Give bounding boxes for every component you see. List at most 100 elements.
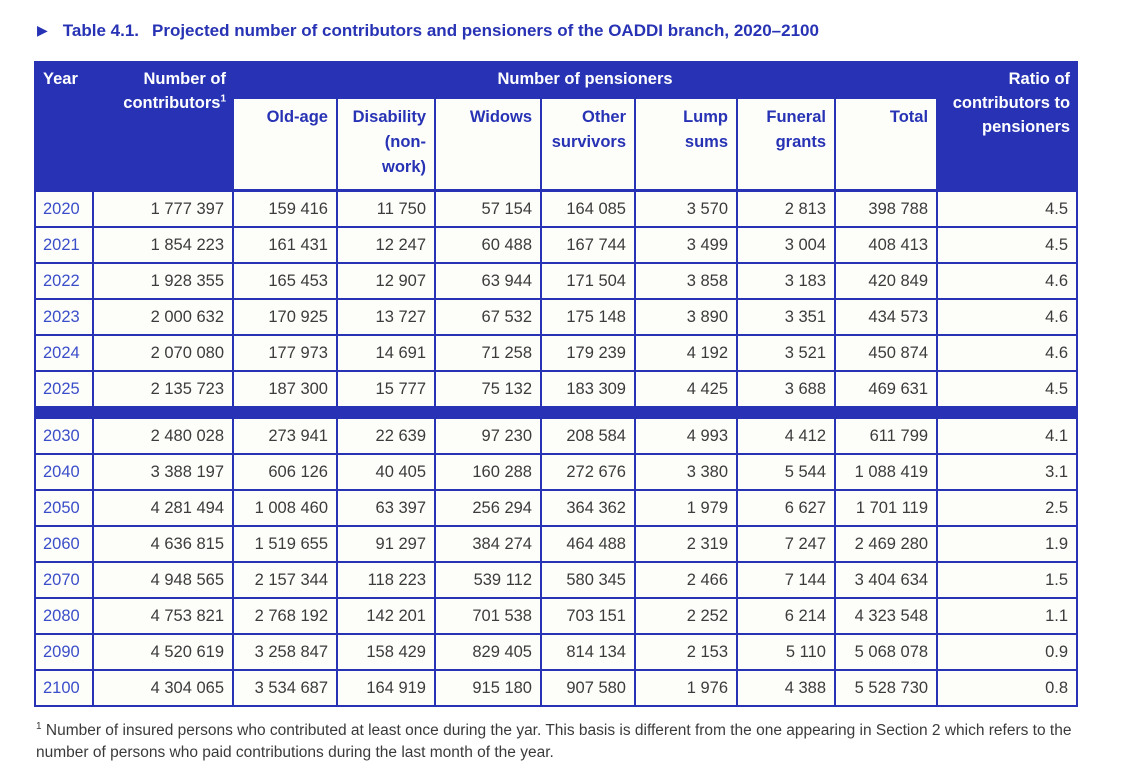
- value-cell: 5 110: [736, 633, 836, 671]
- value-cell: 364 362: [540, 489, 636, 527]
- header-contributors-label: Number of contributors: [123, 70, 226, 112]
- value-cell: 4 520 619: [92, 633, 234, 671]
- ratio-value-cell: 0.8: [936, 669, 1079, 707]
- value-cell: 5 544: [736, 453, 836, 491]
- value-cell: 60 488: [434, 226, 542, 264]
- value-cell: 22 639: [336, 417, 436, 455]
- year-cell: 2090: [34, 633, 94, 671]
- value-cell: 3 890: [634, 298, 738, 336]
- value-cell: 814 134: [540, 633, 636, 671]
- year-cell: 2023: [34, 298, 94, 336]
- value-cell: 75 132: [434, 370, 542, 408]
- table-row: 2040 3 388 197 606 126 40 405 160 288 272 676…: [34, 453, 1079, 491]
- value-cell: 118 223: [336, 561, 436, 599]
- value-cell: 3 521: [736, 334, 836, 372]
- header-subcolumns-row: Old-age Disability (non-work) Widows Oth…: [35, 97, 1077, 192]
- value-cell: 12 247: [336, 226, 436, 264]
- header-ratio: Ratio of contributors to pensioners: [936, 61, 1079, 192]
- table-row: 2050 4 281 494 1 008 460 63 397 256 294 364 3…: [34, 489, 1079, 527]
- table-row: 2080 4 753 821 2 768 192 142 201 701 538 703 …: [34, 597, 1079, 635]
- year-cell: 2021: [34, 226, 94, 264]
- value-cell: 539 112: [434, 561, 542, 599]
- value-cell: 3 380: [634, 453, 738, 491]
- value-cell: 2 153: [634, 633, 738, 671]
- value-cell: 3 688: [736, 370, 836, 408]
- value-cell: 171 504: [540, 262, 636, 300]
- header-lump-sums: Lump sums: [634, 97, 738, 192]
- table-row: 2023 2 000 632 170 925 13 727 67 532 175 148 3…: [34, 298, 1079, 336]
- value-cell: 3 404 634: [833, 561, 939, 599]
- value-cell: 14 691: [336, 334, 436, 372]
- value-cell: 167 744: [540, 226, 636, 264]
- header-contributors: Number of contributors1: [92, 61, 234, 192]
- value-cell: 63 397: [336, 489, 436, 527]
- footnote-text: Number of insured persons who contribute…: [36, 722, 1072, 762]
- table-row: 2025 2 135 723 187 300 15 777 75 132 183 309 4…: [34, 370, 1079, 408]
- value-cell: 915 180: [434, 669, 542, 707]
- year-cell: 2024: [34, 334, 94, 372]
- value-cell: 703 151: [540, 597, 636, 635]
- value-cell: 164 085: [540, 189, 636, 228]
- table-title-text: Projected number of contributors and pen…: [152, 21, 819, 40]
- value-cell: 384 274: [434, 525, 542, 563]
- ratio-value-cell: 1.1: [936, 597, 1079, 635]
- value-cell: 158 429: [336, 633, 436, 671]
- table-row: 2070 4 948 565 2 157 344 118 223 539 112 580 …: [34, 561, 1079, 599]
- table-row: 2020 1 777 397 159 416 11 750 57 154 164 085 3…: [34, 189, 1079, 228]
- footnote-reference: 1: [220, 93, 226, 105]
- value-cell: 2 480 028: [92, 417, 234, 455]
- ratio-value-cell: 3.1: [936, 453, 1079, 491]
- value-cell: 2 768 192: [232, 597, 338, 635]
- ratio-value-cell: 4.1: [936, 417, 1079, 455]
- value-cell: 907 580: [540, 669, 636, 707]
- value-cell: 1 928 355: [92, 262, 234, 300]
- year-cell: 2040: [34, 453, 94, 491]
- value-cell: 2 252: [634, 597, 738, 635]
- value-cell: 6 214: [736, 597, 836, 635]
- value-cell: 829 405: [434, 633, 542, 671]
- value-cell: 3 004: [736, 226, 836, 264]
- value-cell: 15 777: [336, 370, 436, 408]
- value-cell: 1 701 119: [833, 489, 939, 527]
- value-cell: 91 297: [336, 525, 436, 563]
- ratio-value-cell: 1.9: [936, 525, 1079, 563]
- triangle-marker-icon: ▶: [37, 22, 48, 38]
- ratio-value-cell: 4.6: [936, 334, 1079, 372]
- table-row: 2030 2 480 028 273 941 22 639 97 230 208 584 4…: [34, 417, 1079, 455]
- value-cell: 13 727: [336, 298, 436, 336]
- ratio-value-cell: 2.5: [936, 489, 1079, 527]
- value-cell: 71 258: [434, 334, 542, 372]
- value-cell: 420 849: [833, 262, 939, 300]
- year-cell: 2100: [34, 669, 94, 707]
- ratio-value-cell: 4.6: [936, 298, 1079, 336]
- header-other-survivors: Other survivors: [540, 97, 636, 192]
- value-cell: 3 570: [634, 189, 738, 228]
- value-cell: 170 925: [232, 298, 338, 336]
- value-cell: 142 201: [336, 597, 436, 635]
- value-cell: 2 813: [736, 189, 836, 228]
- value-cell: 3 351: [736, 298, 836, 336]
- header-total: Total: [833, 97, 939, 192]
- value-cell: 4 425: [634, 370, 738, 408]
- table-row: 2021 1 854 223 161 431 12 247 60 488 167 744 3…: [34, 226, 1079, 264]
- value-cell: 6 627: [736, 489, 836, 527]
- header-disability: Disability (non-work): [336, 97, 436, 192]
- value-cell: 469 631: [833, 370, 939, 408]
- value-cell: 434 573: [833, 298, 939, 336]
- value-cell: 5 528 730: [833, 669, 939, 707]
- group-separator-bar: [33, 406, 1079, 419]
- value-cell: 3 388 197: [92, 453, 234, 491]
- header-year: Year: [34, 61, 94, 192]
- value-cell: 4 192: [634, 334, 738, 372]
- header-pensioners-banner: Number of pensioners: [231, 61, 939, 99]
- value-cell: 159 416: [232, 189, 338, 228]
- value-cell: 1 008 460: [232, 489, 338, 527]
- value-cell: 2 466: [634, 561, 738, 599]
- value-cell: 187 300: [232, 370, 338, 408]
- value-cell: 1 979: [634, 489, 738, 527]
- value-cell: 40 405: [336, 453, 436, 491]
- header-widows: Widows: [434, 97, 542, 192]
- value-cell: 408 413: [833, 226, 939, 264]
- value-cell: 1 519 655: [232, 525, 338, 563]
